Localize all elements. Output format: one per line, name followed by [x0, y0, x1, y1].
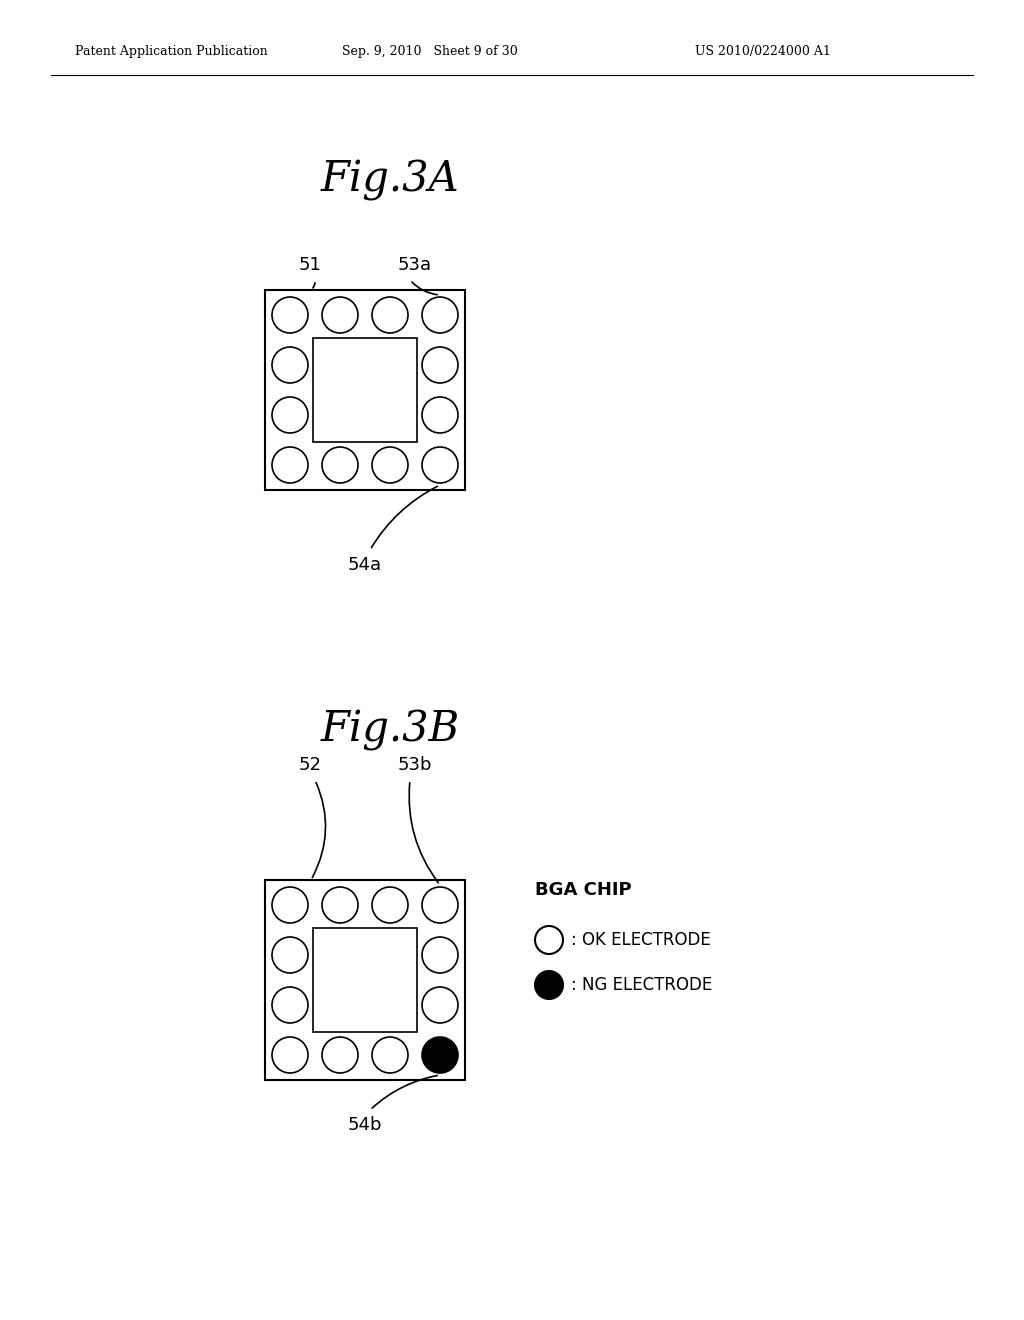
Circle shape	[372, 297, 408, 333]
Circle shape	[272, 297, 308, 333]
Text: 53a: 53a	[398, 256, 432, 275]
Circle shape	[535, 927, 563, 954]
Circle shape	[272, 397, 308, 433]
Circle shape	[422, 447, 458, 483]
Circle shape	[322, 447, 358, 483]
Text: Patent Application Publication: Patent Application Publication	[75, 45, 267, 58]
Text: 53b: 53b	[397, 756, 432, 774]
Bar	[265, 880, 465, 1080]
Bar	[313, 928, 417, 1032]
Text: 52: 52	[299, 756, 322, 774]
Circle shape	[372, 1038, 408, 1073]
Circle shape	[322, 887, 358, 923]
Circle shape	[422, 937, 458, 973]
Circle shape	[322, 1038, 358, 1073]
Circle shape	[422, 397, 458, 433]
Circle shape	[272, 447, 308, 483]
Text: : NG ELECTRODE: : NG ELECTRODE	[571, 975, 713, 994]
Text: 54a: 54a	[348, 556, 382, 574]
Text: Sep. 9, 2010   Sheet 9 of 30: Sep. 9, 2010 Sheet 9 of 30	[342, 45, 518, 58]
Text: BGA CHIP: BGA CHIP	[535, 880, 632, 899]
Bar	[313, 338, 417, 442]
Circle shape	[422, 987, 458, 1023]
Circle shape	[322, 297, 358, 333]
Circle shape	[535, 972, 563, 999]
Circle shape	[422, 297, 458, 333]
Circle shape	[272, 1038, 308, 1073]
Circle shape	[372, 887, 408, 923]
Text: 51: 51	[299, 256, 322, 275]
Text: Fig.3A: Fig.3A	[321, 158, 460, 201]
Text: US 2010/0224000 A1: US 2010/0224000 A1	[695, 45, 830, 58]
Circle shape	[422, 1038, 458, 1073]
Circle shape	[422, 887, 458, 923]
Circle shape	[422, 347, 458, 383]
Bar	[265, 290, 465, 490]
Text: : OK ELECTRODE: : OK ELECTRODE	[571, 931, 711, 949]
Circle shape	[272, 887, 308, 923]
Circle shape	[272, 347, 308, 383]
Text: Fig.3B: Fig.3B	[321, 709, 460, 751]
Circle shape	[272, 937, 308, 973]
Circle shape	[272, 987, 308, 1023]
Circle shape	[372, 447, 408, 483]
Text: 54b: 54b	[348, 1115, 382, 1134]
